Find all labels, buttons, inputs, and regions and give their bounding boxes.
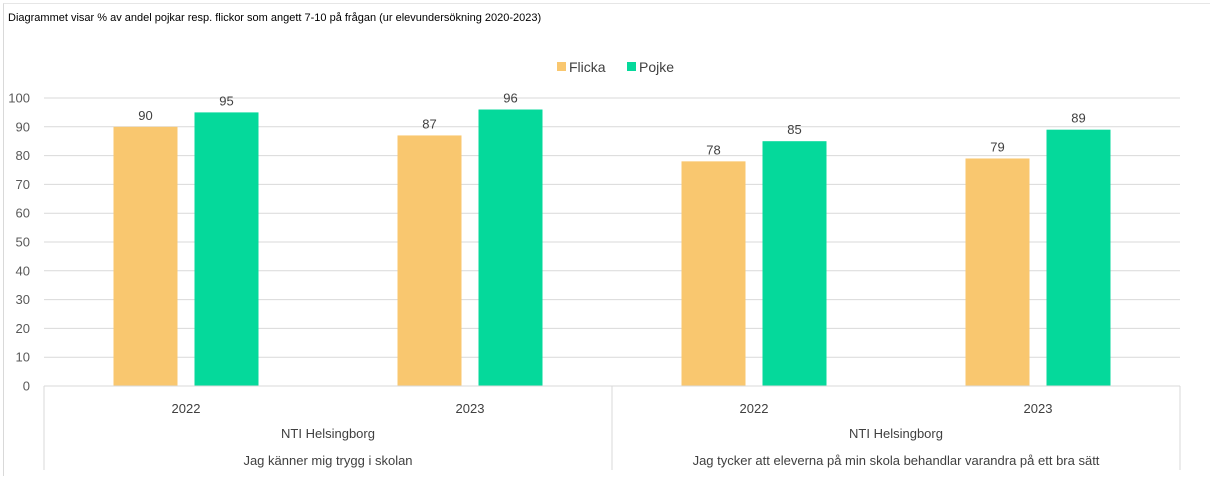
x-group-school-label: NTI Helsingborg [281,426,375,441]
legend-swatch-pojke [627,62,636,71]
bars [113,109,1111,387]
y-tick-label: 30 [16,292,30,307]
data-label: 78 [706,142,720,157]
data-labels: 90 87 78 79 95 96 85 89 [138,91,1085,158]
data-label: 95 [219,93,233,108]
y-tick-label: 80 [16,148,30,163]
data-label: 89 [1071,111,1085,126]
legend-label: Pojke [639,59,674,75]
y-tick-label: 20 [16,321,30,336]
bar-flicka-3 [965,158,1030,386]
data-label: 79 [990,139,1004,154]
y-tick-label: 70 [16,177,30,192]
data-label: 90 [138,108,152,123]
bar-pojke-1 [478,109,543,387]
y-tick-label: 60 [16,206,30,221]
x-axis: 2022 2023 2022 2023 NTI Helsingborg Jag känne… [43,385,1181,470]
bar-pojke-2 [762,141,827,386]
data-label: 85 [787,122,801,137]
legend-label: Flicka [569,59,606,75]
chart-caption: Diagrammet visar % av andel pojkar resp.… [8,12,542,24]
legend: Flicka Pojke [557,59,674,75]
chart-frame [3,3,1210,476]
x-group-school-label: NTI Helsingborg [849,426,943,441]
bar-flicka-1 [397,135,462,386]
y-tick-label: 0 [23,379,30,394]
y-tick-label: 90 [16,119,30,134]
bar-pojke-3 [1046,129,1111,386]
bar-flicka-0 [113,126,178,387]
data-label: 96 [503,91,517,106]
x-group-question-label: Jag känner mig trygg i skolan [243,453,412,468]
x-tick-label: 2022 [740,401,769,416]
x-tick-label: 2022 [172,401,201,416]
x-tick-label: 2023 [1024,401,1053,416]
y-tick-label: 40 [16,263,30,278]
y-tick-label: 50 [16,235,30,250]
y-tick-label: 100 [8,91,30,106]
y-axis: 0 10 20 30 40 50 60 70 80 90 100 [8,91,30,394]
bar-flicka-2 [681,161,746,386]
legend-swatch-flicka [557,62,566,71]
bar-pojke-0 [194,112,259,387]
x-group-question-label: Jag tycker att eleverna på min skola beh… [693,453,1100,468]
y-tick-label: 10 [16,350,30,365]
x-tick-label: 2023 [456,401,485,416]
data-label: 87 [422,116,436,131]
